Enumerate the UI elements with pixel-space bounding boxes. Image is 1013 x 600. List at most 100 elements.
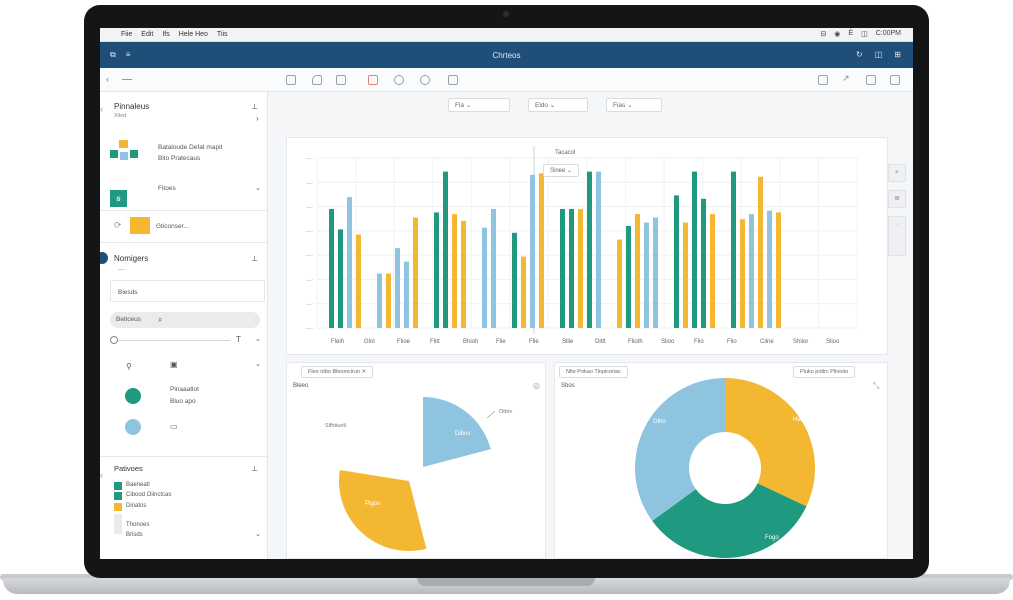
expand-handle-icon[interactable] — [100, 252, 108, 264]
field-box[interactable] — [110, 280, 265, 302]
chevron-down-icon[interactable]: ⌄ — [255, 361, 261, 368]
menu-item-help[interactable]: Hele Heo — [178, 31, 208, 38]
collapse-icon[interactable]: ‹ — [100, 104, 103, 114]
chevron-right-icon[interactable]: › — [256, 114, 259, 123]
titlebar-left: ⧉ ≡ — [110, 50, 130, 60]
window-icon-2[interactable] — [818, 75, 828, 85]
text-icon[interactable]: T — [236, 335, 241, 344]
control-icon[interactable]: ◫ — [861, 31, 868, 38]
section-title-pins: Pinnaleus — [114, 102, 150, 111]
refresh-icon[interactable]: ↻ — [856, 50, 863, 59]
layers-icon[interactable]: ≣ — [888, 190, 906, 208]
pie-chart: Dibos Plgoo Sifhtiuetl Ottriv — [325, 397, 512, 551]
pin-icon[interactable]: ⟂ — [252, 102, 258, 111]
pie-label: Plgoo — [365, 501, 381, 507]
menu-icon[interactable]: ≡ — [125, 50, 131, 59]
clock: C:00PM — [875, 30, 901, 37]
minus-icon[interactable] — [122, 79, 132, 80]
bar — [434, 212, 439, 328]
menu-item-edit[interactable]: Edit — [141, 31, 154, 38]
filter-chip-1[interactable]: Fla ⌄ — [448, 98, 510, 112]
donut-slice — [652, 483, 807, 558]
donut-chart: Haboo Fogo Oiho — [635, 378, 815, 558]
collapse-icon[interactable]: ‹ — [100, 470, 103, 480]
search-icon[interactable]: ⌕ — [158, 315, 163, 324]
filter-dropdown[interactable]: Fitoes — [158, 185, 176, 192]
donut-header: Nlte Pokao Tlopicoriac — [559, 366, 628, 378]
slider-track[interactable] — [110, 340, 230, 341]
legend-row: Cibood Oiinctcas — [126, 492, 172, 498]
chat-icon[interactable] — [420, 75, 430, 85]
slider-handle[interactable] — [110, 336, 118, 344]
drag-handle-icon[interactable]: ⟳ — [114, 220, 122, 230]
x-tick-label: Cilne — [760, 339, 774, 345]
layers-icon[interactable] — [312, 75, 322, 85]
donut-filter[interactable]: Pluko potlrc Plinioto — [793, 366, 856, 378]
legend-row: Dinatos — [126, 503, 147, 509]
fullscreen-icon[interactable] — [890, 75, 900, 85]
y-tick-label: ·—· — [305, 180, 314, 186]
y-tick-label: ·—· — [305, 302, 314, 308]
color-swatch[interactable] — [130, 217, 150, 234]
expand-icon[interactable]: ⊞ — [894, 50, 901, 59]
calendar-icon[interactable]: ▭ — [170, 422, 178, 431]
scroll-icon[interactable]: · — [888, 216, 906, 256]
battery-icon[interactable]: ⊟ — [820, 31, 827, 38]
divider — [100, 242, 267, 243]
pie-chart-card: Fleo otbo Bleomcirun ✕ Bleeo ◎ Dibos Plgo… — [286, 362, 546, 559]
tree-icon: ⚲ — [126, 362, 132, 371]
filter-icon[interactable]: ⟂ — [252, 254, 258, 263]
shape-icon[interactable] — [394, 75, 404, 85]
settings-icon[interactable]: ◎ — [533, 381, 540, 390]
record-icon[interactable]: ◉ — [834, 31, 841, 38]
menu-item-file[interactable]: Fiie — [121, 31, 133, 38]
x-tick-label: Glol — [364, 339, 375, 345]
grid-icon[interactable] — [286, 75, 296, 85]
bar — [653, 217, 658, 328]
camera-icon — [503, 11, 509, 17]
x-tick-label: Flio — [727, 339, 737, 345]
back-icon[interactable]: ‹ — [106, 74, 109, 84]
pin-icon[interactable]: ⟂ — [252, 464, 258, 473]
menu-item-tools[interactable]: Tiis — [216, 31, 228, 38]
image-icon[interactable] — [368, 75, 378, 85]
pie-slice-group — [339, 470, 427, 551]
x-tick-label: Sllie — [562, 339, 574, 345]
chevron-down-icon[interactable]: ⌄ — [255, 336, 261, 343]
frame-icon[interactable] — [448, 75, 458, 85]
legend-row: Thonoes — [126, 522, 150, 528]
panel-icon[interactable] — [866, 75, 876, 85]
y-tick-label: ·—· — [305, 205, 314, 211]
expand-arrows-icon[interactable]: ↗ — [842, 73, 850, 83]
chevron-down-icon[interactable]: ⌄ — [255, 531, 261, 538]
chevron-down-icon[interactable]: ⌄ — [255, 185, 261, 192]
bar — [644, 222, 649, 328]
x-tick-label: Flioth — [628, 339, 643, 345]
chart-type-icon[interactable]: ꞩ — [110, 190, 127, 207]
wifi-icon[interactable]: Ẻ — [848, 30, 854, 37]
y-tick-label: ·—· — [305, 326, 314, 332]
menubar-status: ⊟ ◉ Ẻ ◫ C:00PM — [820, 30, 901, 38]
legend-row: Baeneatl — [126, 482, 150, 488]
bar — [776, 212, 781, 328]
legend-row: Brisds — [126, 532, 143, 538]
filter-chip-2[interactable]: Eldo ⌄ — [528, 98, 588, 112]
divider — [100, 456, 267, 457]
menu-bar: Fiie Edit Ifs Hele Heo Tiis ⊟ ◉ Ẻ ◫ C:00… — [100, 28, 913, 42]
search-input[interactable] — [110, 312, 260, 328]
image-icon[interactable]: ▣ — [170, 360, 178, 369]
laptop-base — [3, 578, 1010, 594]
menu-item-view[interactable]: Ifs — [162, 31, 170, 38]
bar — [692, 171, 697, 328]
legend-dot-teal — [125, 388, 141, 404]
window-title: Chrteos — [492, 51, 521, 60]
bar — [731, 171, 736, 328]
split-icon[interactable]: ◫ — [874, 50, 883, 59]
page-icon[interactable] — [336, 75, 346, 85]
filter-chip-3[interactable]: Fias ⌄ — [606, 98, 662, 112]
bar — [674, 195, 679, 328]
resize-icon[interactable]: ⤡ — [873, 381, 880, 390]
window-icon[interactable]: ⧉ — [110, 50, 116, 59]
zoom-icon[interactable]: ⌕ — [888, 164, 906, 182]
bar — [701, 198, 706, 328]
